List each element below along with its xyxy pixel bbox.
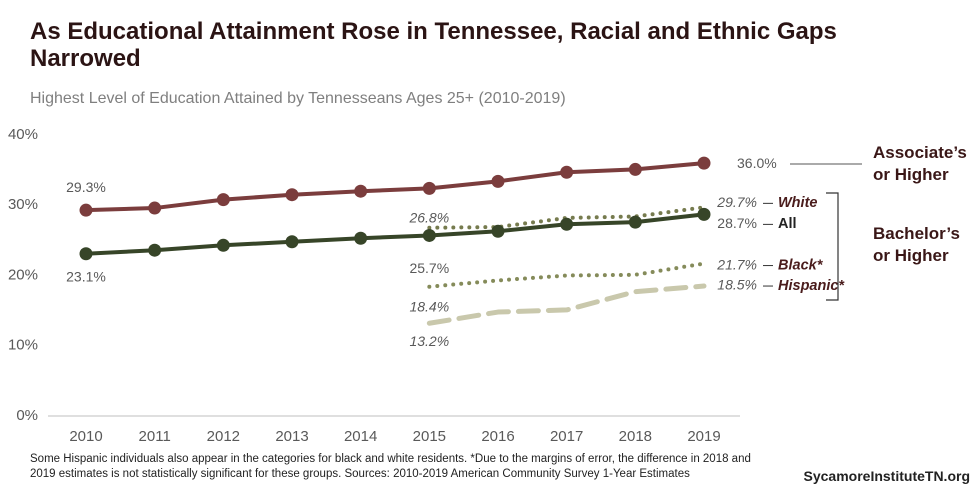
x-tick-label: 2018 (619, 428, 652, 445)
value-label: 36.0% (737, 155, 777, 171)
value-label: 29.3% (66, 179, 106, 195)
chart-subtitle: Highest Level of Education Attained by T… (30, 90, 566, 107)
y-tick-label: 20% (8, 266, 38, 283)
series-name: Hispanic* (778, 278, 845, 294)
x-tick-label: 2013 (275, 428, 308, 445)
x-tick-label: 2017 (550, 428, 583, 445)
x-tick-label: 2019 (687, 428, 720, 445)
value-label: 13.2% (409, 333, 449, 349)
series-name: All (778, 216, 797, 232)
point (697, 156, 711, 170)
series-line (426, 283, 707, 326)
point (491, 174, 505, 188)
point (697, 207, 711, 221)
chart-title: As Educational Attainment Rose in Tennes… (30, 18, 837, 72)
point (285, 188, 299, 202)
point (628, 162, 642, 176)
footnote: Some Hispanic individuals also appear in… (30, 453, 751, 480)
x-tick-label: 2015 (413, 428, 446, 445)
point (148, 201, 162, 215)
point (560, 217, 574, 231)
point (354, 184, 368, 198)
value-label: 18.5% (717, 277, 757, 293)
value-label: 21.7% (716, 256, 757, 272)
point (79, 203, 93, 217)
point (491, 224, 505, 238)
value-label: 18.4% (409, 298, 449, 314)
group-label: Bachelor’s or Higher (873, 224, 960, 265)
series-line (84, 161, 706, 213)
point (354, 231, 368, 245)
point (148, 243, 162, 257)
value-label: 29.7% (716, 194, 757, 210)
point (216, 238, 230, 252)
y-tick-label: 0% (16, 407, 38, 424)
value-label: 25.7% (409, 260, 449, 276)
bracket (826, 192, 839, 301)
series-line (84, 212, 706, 256)
x-tick-label: 2012 (207, 428, 240, 445)
value-label: 26.8% (408, 209, 449, 225)
value-label: 23.1% (66, 268, 106, 284)
value-label: 28.7% (717, 215, 757, 231)
x-tick-label: 2011 (139, 428, 171, 445)
source: SycamoreInstituteTN.org (803, 468, 970, 484)
x-tick-label: 2010 (69, 428, 102, 445)
series-name: White (778, 195, 817, 211)
point (560, 165, 574, 179)
y-tick-label: 10% (8, 337, 38, 354)
x-tick-label: 2014 (344, 428, 377, 445)
group-label: Associate’s or Higher (873, 143, 967, 184)
point (285, 235, 299, 249)
point (422, 228, 436, 242)
point (628, 215, 642, 229)
point (422, 181, 436, 195)
x-tick-label: 2016 (481, 428, 514, 445)
series-line (427, 261, 706, 289)
series-name: Black* (778, 257, 824, 273)
y-tick-label: 40% (8, 126, 38, 143)
point (216, 193, 230, 207)
y-tick-label: 30% (8, 196, 38, 213)
point (79, 247, 93, 261)
